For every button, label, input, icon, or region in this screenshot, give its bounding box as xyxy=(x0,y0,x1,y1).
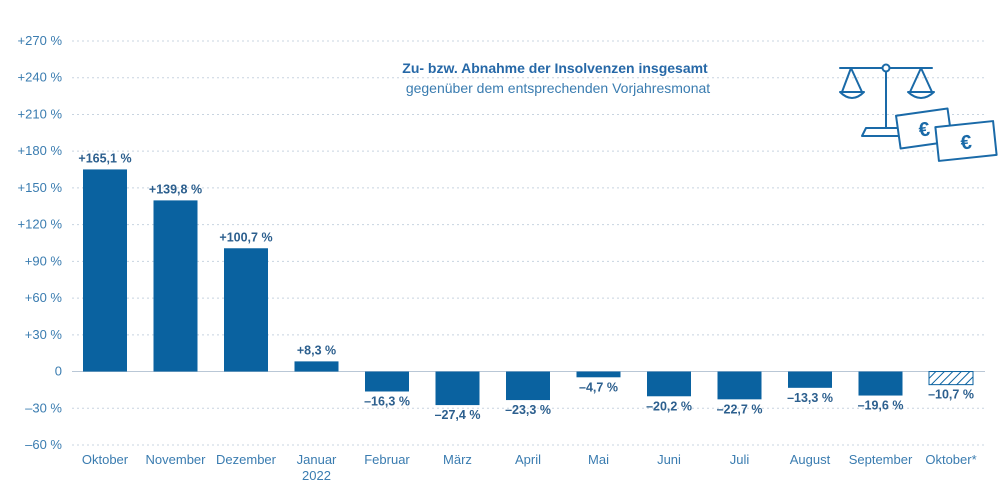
bar xyxy=(788,371,832,388)
category-label: Juni xyxy=(657,452,681,467)
bar xyxy=(506,371,550,401)
data-label: –4,7 % xyxy=(579,380,618,394)
y-tick-label: +30 % xyxy=(25,327,63,342)
bar xyxy=(365,371,409,392)
bar xyxy=(717,371,762,400)
bar xyxy=(224,248,268,372)
bars xyxy=(83,169,974,406)
y-tick-label: +60 % xyxy=(25,290,63,305)
bar xyxy=(153,200,198,372)
data-label: –23,3 % xyxy=(505,403,551,417)
euro-symbol-2: € xyxy=(960,131,973,154)
bar xyxy=(858,371,903,396)
data-label: +139,8 % xyxy=(149,182,202,196)
y-tick-label: +240 % xyxy=(18,70,63,85)
category-label: Oktober xyxy=(82,452,129,467)
data-label: +165,1 % xyxy=(78,151,131,165)
data-label: +8,3 % xyxy=(297,343,336,357)
y-tick-label: +180 % xyxy=(18,143,63,158)
category-label: April xyxy=(515,452,541,467)
category-label: Oktober* xyxy=(925,452,976,467)
bar xyxy=(294,361,339,372)
category-label: März xyxy=(443,452,472,467)
data-label: –20,2 % xyxy=(646,399,692,413)
bar xyxy=(435,371,480,406)
data-label: –22,7 % xyxy=(717,402,763,416)
category-label: Februar xyxy=(364,452,410,467)
category-label: Dezember xyxy=(216,452,277,467)
data-label: +100,7 % xyxy=(219,230,272,244)
category-label: Januar xyxy=(297,452,337,467)
data-label: –13,3 % xyxy=(787,391,833,405)
category-label: 2022 xyxy=(302,468,331,483)
data-labels: +165,1 % +139,8 % +100,7 % +8,3 % –16,3 % –27… xyxy=(78,151,974,422)
grid-lines xyxy=(72,40,985,446)
bar xyxy=(647,371,691,397)
data-label: –10,7 % xyxy=(928,388,974,402)
data-label: –16,3 % xyxy=(364,395,410,409)
category-label: November xyxy=(146,452,207,467)
y-axis-tick-labels: +270 % +240 % +210 % +180 % +150 % +120 % +90 … xyxy=(18,33,63,452)
category-label: Mai xyxy=(588,452,609,467)
data-label: –27,4 % xyxy=(435,408,481,422)
category-label: September xyxy=(849,452,913,467)
y-tick-label: +90 % xyxy=(25,253,63,268)
category-label: Juli xyxy=(730,452,750,467)
euro-symbol-1: € xyxy=(917,118,931,141)
y-tick-label: +210 % xyxy=(18,106,63,121)
chart-subtitle: gegenüber dem entsprechenden Vorjahresmo… xyxy=(406,80,710,96)
data-label: –19,6 % xyxy=(858,399,904,413)
y-tick-label: +120 % xyxy=(18,217,63,232)
y-tick-label: +150 % xyxy=(18,180,63,195)
y-tick-label: +270 % xyxy=(18,33,63,48)
y-tick-label: 0 xyxy=(55,364,62,379)
y-tick-label: –60 % xyxy=(25,437,62,452)
bar xyxy=(576,371,621,378)
bar xyxy=(928,371,974,386)
y-tick-label: –30 % xyxy=(25,400,62,415)
bar xyxy=(83,169,127,372)
scale-with-euro-notes-icon xyxy=(839,63,998,162)
category-label: August xyxy=(790,452,831,467)
chart-title: Zu- bzw. Abnahme der Insolvenzen insgesa… xyxy=(402,60,708,76)
